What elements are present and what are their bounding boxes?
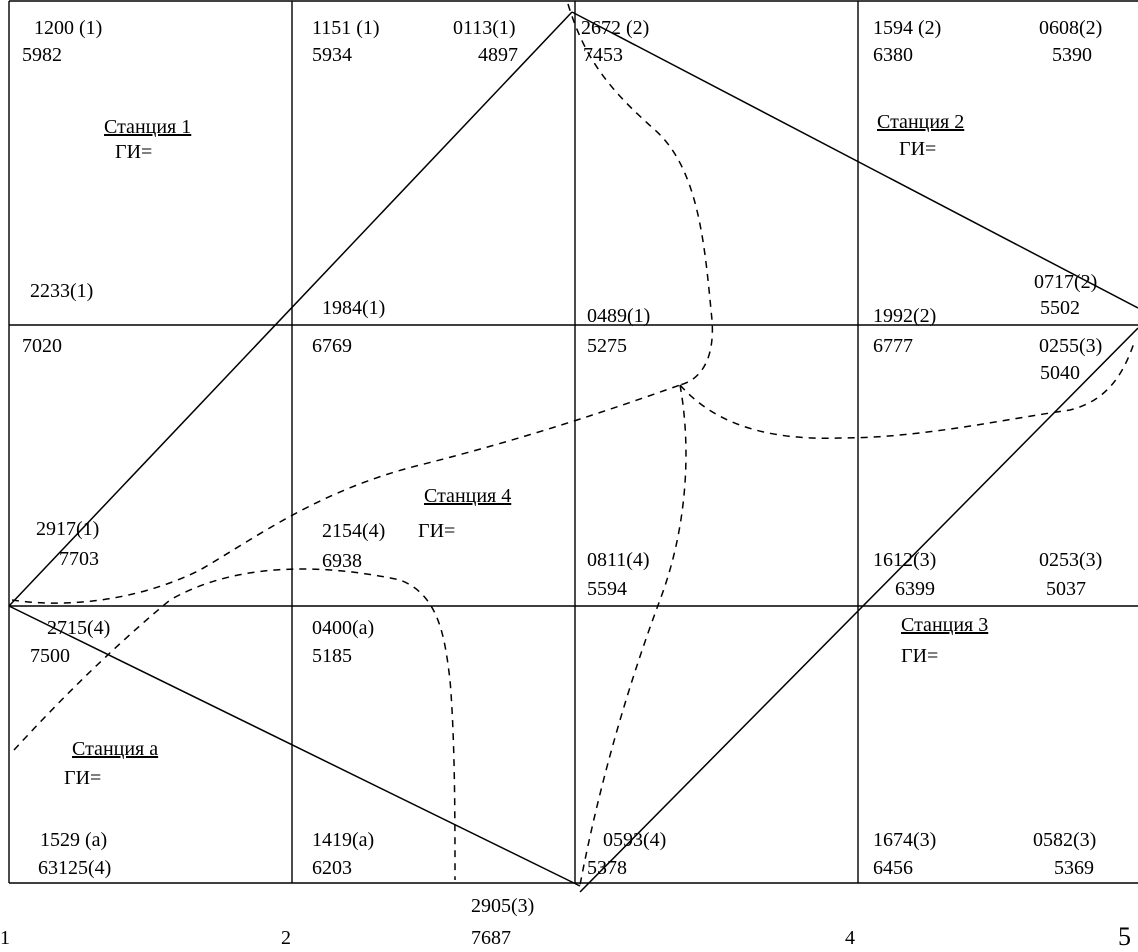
column-number-5: 5 [1118,922,1131,951]
point-label-p24-bottom: 5369 [1054,857,1094,879]
point-label-p24-top: 0582(3) [1033,829,1097,851]
point-label-p17-bottom: 5037 [1046,578,1086,600]
point-label-p25-bottom: 7687 [471,927,511,949]
point-label-p01-top: 1200 (1) [34,17,103,39]
point-label-p16-bottom: 6399 [895,578,935,600]
point-label-p07-top: 2233(1) [30,280,94,302]
dashed-contour-4 [579,384,687,886]
column-number-1: 1 [0,927,10,949]
dashed-contours [11,3,1136,886]
point-label-p14-top: 2154(4) [322,520,386,542]
point-label-p13-top: 2917(1) [36,518,100,540]
point-label-p25-top: 2905(3) [471,895,535,917]
station-a-gi: ГИ= [64,767,102,789]
point-label-p13-bottom: 7703 [59,548,99,570]
station-3-name: Станция 3 [901,614,989,636]
point-label-p04-bottom: 7453 [583,44,623,66]
point-label-p15-top: 0811(4) [587,549,650,571]
point-label-p01-bottom: 5982 [22,44,62,66]
point-label-p19-top: 0400(a) [312,617,375,639]
point-label-p04-top: 2672 (2) [581,17,650,39]
station-2-gi: ГИ= [899,138,937,160]
traverse-line-a-1 [8,11,573,607]
point-label-p20-top: 1529 (a) [40,829,108,851]
point-label-p21-top: 1419(a) [312,829,375,851]
point-label-p12-top: 0255(3) [1039,335,1103,357]
point-label-p18-bottom: 7500 [30,645,70,667]
station-1-name: Станция 1 [104,116,192,138]
point-label-p23-top: 1674(3) [873,829,937,851]
point-label-p12-bottom: 5040 [1040,362,1080,384]
point-label-p03-bottom: 4897 [478,44,518,66]
traverse-line-1-2 [571,11,1138,309]
point-label-p20-bottom: 63125(4) [38,857,112,879]
station-a-name: Станция а [72,738,159,760]
dashed-contour-3 [679,339,1136,439]
point-label-p08-top: 1984(1) [322,297,386,319]
column-number-2: 2 [281,927,291,949]
point-label-p11-bottom: 5502 [1040,297,1080,319]
point-label-p10-bottom: 6777 [873,335,913,357]
point-label-p08-bottom: 6769 [312,335,352,357]
point-label-p05-top: 1594 (2) [873,17,942,39]
point-label-p21-bottom: 6203 [312,857,352,879]
point-label-p02-bottom: 5934 [312,44,352,66]
point-label-p17-top: 0253(3) [1039,549,1103,571]
point-label-p14-bottom: 6938 [322,550,362,572]
station-3-gi: ГИ= [901,645,939,667]
point-label-p18-top: 2715(4) [47,617,111,639]
point-label-p16-top: 1612(3) [873,549,937,571]
point-label-p06-bottom: 5390 [1052,44,1092,66]
point-label-p07-bottom: 7020 [22,335,62,357]
point-label-p23-bottom: 6456 [873,857,913,879]
column-number-4: 4 [845,927,855,949]
point-label-p22-bottom: 5378 [587,857,627,879]
traverse-line-2-3 [579,327,1138,893]
point-label-p09-bottom: 5275 [587,335,627,357]
point-label-p11-top: 0717(2) [1034,271,1098,293]
traverse-line-3-a [8,605,581,887]
station-1-gi: ГИ= [115,141,153,163]
station-4-name: Станция 4 [424,485,512,507]
grid-lines [8,0,1138,884]
dashed-contour-2 [11,384,681,604]
point-label-p10-top: 1992(2) [873,305,937,327]
point-label-p09-top: 0489(1) [587,305,651,327]
point-label-p15-bottom: 5594 [587,578,627,600]
point-label-p02-top: 1151 (1) [312,17,380,39]
point-label-p05-bottom: 6380 [873,44,913,66]
station-2-name: Станция 2 [877,111,965,133]
point-label-p03-top: 0113(1) [453,17,516,39]
point-label-p22-top: 0593(4) [603,829,667,851]
point-label-p19-bottom: 5185 [312,645,352,667]
point-label-p06-top: 0608(2) [1039,17,1103,39]
dashed-contour-1 [567,3,714,386]
station-4-gi: ГИ= [418,520,456,542]
traverse-lines [8,11,1138,893]
